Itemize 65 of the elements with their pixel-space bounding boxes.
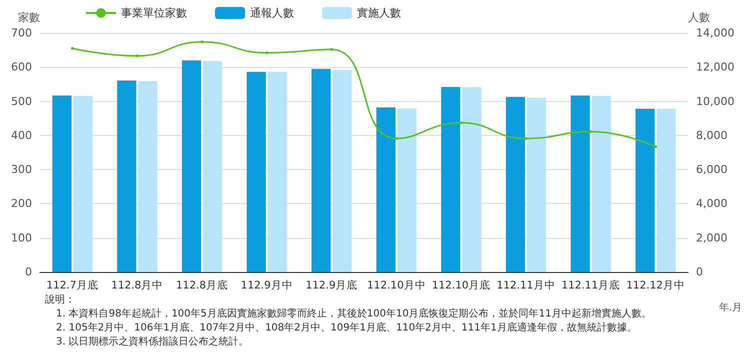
x-axis-title: 年.月 <box>718 302 742 314</box>
point <box>70 46 74 50</box>
y-tick-label: 400 <box>11 128 32 142</box>
bar <box>570 95 590 272</box>
bar <box>138 81 158 272</box>
bar <box>117 80 136 272</box>
bar <box>312 68 331 272</box>
point <box>136 54 139 58</box>
bar <box>441 86 460 272</box>
bar <box>332 70 352 272</box>
y-tick-label: 600 <box>11 60 32 74</box>
x-tick-label: 112.12月中 <box>626 278 685 292</box>
y-tick-label: 700 <box>11 26 32 40</box>
text: 說明： <box>45 294 75 306</box>
y2-tick-label: 2,000 <box>696 231 728 244</box>
y-tick-label: 200 <box>11 197 32 210</box>
bar <box>506 96 526 272</box>
bar <box>462 87 482 272</box>
y2-tick-label: 4,000 <box>696 197 728 210</box>
bar <box>268 72 287 272</box>
legend-label: 事業單位家數 <box>121 6 187 20</box>
x-tick-label: 112.11月底 <box>561 278 620 292</box>
point <box>460 121 463 124</box>
x-tick-label: 112.10月中 <box>367 278 426 292</box>
y-tick-label: 100 <box>11 231 32 244</box>
bar <box>656 108 676 272</box>
bar <box>376 107 396 272</box>
point <box>589 130 592 134</box>
text: 2. 105年2月中、106年1月底、107年2月中、108年2月中、109年1月底、110年2月中、111年1月底適逢年假，故無統計數據。 <box>56 322 637 334</box>
bar <box>73 96 92 272</box>
y-tick-label: 300 <box>11 163 32 176</box>
bar <box>592 96 611 272</box>
legend-label: 通報人數 <box>250 6 294 20</box>
point <box>200 40 204 44</box>
y-tick-label: 0 <box>25 266 32 278</box>
point <box>265 51 268 54</box>
bar <box>526 98 546 272</box>
text: 3. 以日期標示之資料係指該日公布之統計。 <box>56 336 249 348</box>
point <box>330 48 334 51</box>
bar <box>202 60 222 272</box>
text: 1. 本資料自98年起統計，100年5月底因實施家數歸零而終止，其後於100年10月底恢復定期公布，並於同年11月中起新增實施人數。 <box>56 308 652 320</box>
y2-tick-label: 8,000 <box>696 128 728 142</box>
x-tick-label: 112.9月中 <box>240 278 293 292</box>
bar <box>182 60 202 272</box>
x-tick-label: 112.7月底 <box>46 278 98 292</box>
line-series <box>70 40 658 148</box>
y2-tick-label: 14,000 <box>696 26 734 40</box>
y2-tick-label: 0 <box>696 266 703 278</box>
x-tick-label: 112.8月中 <box>111 278 164 292</box>
y2-tick-label: 6,000 <box>696 163 728 176</box>
bar <box>52 95 72 272</box>
x-tick-label: 112.11月中 <box>496 278 556 292</box>
y2-tick-label: 12,000 <box>696 60 734 74</box>
y2-tick-label: 10,000 <box>696 94 734 108</box>
x-tick-label: 112.9月底 <box>306 278 358 292</box>
x-tick-label: 112.8月底 <box>176 278 228 292</box>
legend-label: 實施人數 <box>357 6 401 20</box>
y-axis-title: 家數 <box>18 11 40 24</box>
y2-axis-title: 人數 <box>688 11 710 24</box>
bar <box>246 72 266 272</box>
bar <box>636 108 655 272</box>
y-tick-label: 500 <box>11 94 32 108</box>
x-tick-label: 112.10月底 <box>432 278 491 292</box>
bar <box>397 108 416 272</box>
point <box>654 145 658 148</box>
